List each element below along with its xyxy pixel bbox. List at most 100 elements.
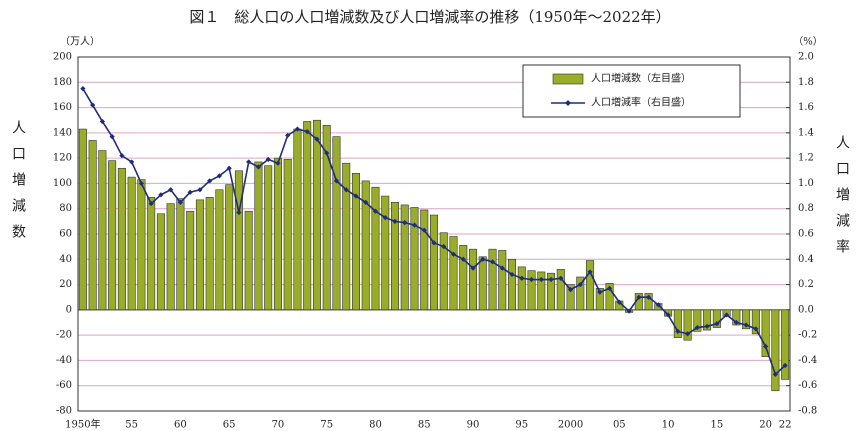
y2-tick-label: 1.2	[798, 153, 814, 164]
bar	[117, 167, 126, 311]
y-axis-label: 人口増減数	[10, 120, 26, 250]
y-tick-label: 200	[53, 52, 72, 63]
y2-tick-label: 1.8	[798, 77, 814, 88]
bar	[381, 195, 390, 311]
bar	[283, 159, 292, 311]
line-marker	[324, 150, 330, 156]
line-marker	[606, 285, 613, 291]
line-marker	[343, 187, 349, 193]
line-marker	[216, 173, 223, 179]
y-tick-label: 80	[59, 203, 72, 214]
y-tick-label: 120	[53, 153, 72, 164]
bar	[508, 258, 517, 311]
line-marker	[226, 165, 232, 171]
line-marker	[187, 189, 193, 195]
line-marker	[519, 275, 525, 281]
x-tick-label: 55	[125, 420, 138, 431]
bar	[605, 283, 614, 311]
legend-label: 人口増減率（右目盛）	[591, 96, 691, 109]
line-marker	[567, 287, 574, 293]
bar	[459, 245, 468, 311]
y-tick-label: 0	[66, 304, 72, 315]
bar	[517, 266, 526, 311]
line-marker	[772, 371, 778, 377]
line-marker	[90, 102, 96, 108]
bar	[195, 199, 204, 311]
bar	[88, 140, 97, 311]
line-marker	[363, 199, 369, 205]
bar	[478, 256, 487, 311]
line-marker	[158, 192, 164, 198]
line-marker	[382, 214, 388, 221]
y-tick-label: -60	[56, 380, 72, 391]
line-marker	[724, 312, 730, 318]
line-marker	[733, 319, 739, 326]
line-marker	[665, 312, 671, 318]
bar	[420, 209, 429, 311]
line-marker	[314, 136, 320, 142]
line-marker	[99, 118, 105, 125]
bar	[742, 309, 751, 330]
line-marker	[402, 220, 408, 226]
bar	[264, 165, 273, 311]
y2-tick-label: -0.2	[798, 330, 817, 341]
bar	[537, 271, 546, 311]
bar	[293, 128, 302, 311]
bar	[469, 248, 478, 311]
x-tick-label: 10	[662, 420, 675, 431]
line-marker	[743, 322, 749, 328]
bar	[683, 309, 692, 341]
bar	[98, 150, 107, 311]
y2-tick-label: -0.4	[798, 355, 817, 366]
bar	[712, 309, 721, 328]
bar	[644, 293, 653, 311]
y2-tick-label: 0.0	[798, 304, 814, 315]
bar	[166, 203, 175, 311]
x-tick-label: 85	[418, 420, 431, 431]
y2-tick-label: 2.0	[798, 52, 814, 63]
x-tick-label: 75	[320, 420, 333, 431]
y2-tick-label: 0.6	[798, 229, 814, 240]
line-marker	[197, 187, 203, 193]
x-tick-label: 95	[515, 420, 528, 431]
bar	[410, 207, 419, 311]
y-tick-label: 40	[59, 254, 72, 265]
line-marker	[460, 256, 466, 262]
y-tick-label: 140	[53, 127, 72, 138]
line-marker	[704, 323, 710, 329]
x-tick-label: 22	[779, 420, 792, 431]
x-tick-label: 1950年	[65, 418, 100, 431]
bar	[371, 186, 380, 311]
y-tick-label: -20	[56, 330, 72, 341]
line-marker	[714, 321, 720, 327]
bar	[176, 198, 185, 311]
line-marker	[694, 324, 700, 331]
y-tick-label: 100	[53, 178, 72, 189]
y-tick-label: -80	[56, 406, 72, 417]
line-marker	[763, 343, 769, 350]
x-tick-label: 80	[369, 420, 382, 431]
x-tick-label: 60	[174, 420, 187, 431]
bar	[547, 272, 556, 311]
legend-box	[522, 64, 741, 118]
line-marker	[285, 132, 291, 138]
line-marker	[558, 275, 564, 281]
legend-swatch	[552, 73, 584, 85]
y-tick-label: 160	[53, 102, 72, 113]
line-marker	[645, 294, 652, 300]
legend-swatch	[565, 100, 571, 106]
line-marker	[655, 302, 661, 308]
line-marker	[587, 269, 593, 275]
line-marker	[255, 164, 262, 170]
bar	[576, 276, 585, 311]
y2-tick-label: 1.0	[798, 178, 814, 189]
line-marker	[304, 128, 310, 135]
plot-frame	[77, 56, 791, 412]
bar	[390, 202, 399, 311]
line-marker	[80, 86, 86, 92]
line-marker	[675, 328, 681, 334]
bar	[244, 210, 253, 311]
y2-tick-label: -0.6	[798, 380, 817, 391]
line-marker	[450, 251, 457, 257]
y2-tick-label: 0.4	[798, 254, 814, 265]
